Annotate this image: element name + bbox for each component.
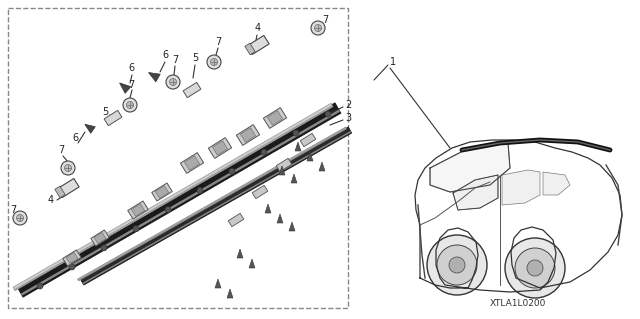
Polygon shape [183,82,201,98]
Polygon shape [131,204,145,216]
Text: 7: 7 [322,15,328,25]
Polygon shape [295,142,301,151]
Circle shape [123,98,137,112]
Circle shape [101,245,107,251]
Circle shape [166,75,180,89]
Polygon shape [263,108,287,128]
Circle shape [314,25,321,32]
Polygon shape [148,72,160,82]
Circle shape [293,130,299,136]
Circle shape [427,235,487,295]
Circle shape [325,111,331,117]
Polygon shape [212,141,228,155]
Polygon shape [80,127,352,285]
Text: 1: 1 [390,57,396,67]
Polygon shape [215,279,221,288]
Text: 5: 5 [192,53,198,63]
Circle shape [197,188,203,193]
Circle shape [437,245,477,285]
Polygon shape [17,103,341,297]
Text: 7: 7 [128,80,134,90]
Text: 7: 7 [10,205,16,215]
Polygon shape [77,127,346,281]
Polygon shape [279,166,285,175]
Text: 4: 4 [255,23,261,33]
Circle shape [133,226,139,232]
Polygon shape [83,131,351,284]
Text: XTLA1L0200: XTLA1L0200 [490,299,546,308]
Circle shape [311,21,325,35]
Polygon shape [55,186,65,198]
Circle shape [449,257,465,273]
Polygon shape [120,83,131,93]
Circle shape [61,161,75,175]
Polygon shape [13,103,333,291]
Circle shape [527,260,543,276]
Polygon shape [430,143,510,192]
Circle shape [515,248,555,288]
Circle shape [13,211,27,225]
Polygon shape [209,137,232,159]
Polygon shape [85,124,95,133]
Polygon shape [307,152,313,161]
Polygon shape [184,156,200,170]
Text: 6: 6 [162,50,168,60]
Polygon shape [237,249,243,258]
Polygon shape [91,230,109,246]
Polygon shape [277,214,283,223]
Text: 5: 5 [102,107,108,117]
Text: 3: 3 [345,113,351,123]
Circle shape [37,283,43,289]
Text: 4: 4 [48,195,54,205]
Polygon shape [128,201,148,219]
Text: 6: 6 [128,63,134,73]
Polygon shape [543,172,570,195]
Polygon shape [268,111,283,125]
Polygon shape [252,185,268,199]
Circle shape [69,264,75,270]
Polygon shape [228,213,244,227]
Circle shape [261,149,267,155]
Polygon shape [289,222,295,231]
Polygon shape [300,133,316,147]
Text: 2: 2 [345,100,351,110]
Polygon shape [241,128,255,142]
Circle shape [229,168,235,174]
Polygon shape [57,178,79,197]
Circle shape [65,165,72,172]
Polygon shape [236,125,260,145]
Circle shape [17,214,24,221]
Polygon shape [14,106,333,290]
Polygon shape [78,128,346,281]
Text: 7: 7 [215,37,221,47]
Polygon shape [227,289,233,298]
Polygon shape [63,250,81,266]
Polygon shape [276,158,292,172]
Polygon shape [21,109,340,296]
Polygon shape [156,186,169,198]
Circle shape [127,101,134,108]
Polygon shape [94,233,106,244]
Polygon shape [319,162,325,171]
Polygon shape [66,252,78,263]
Text: 6: 6 [72,133,78,143]
Polygon shape [247,35,269,55]
Polygon shape [502,170,540,205]
Polygon shape [291,174,297,183]
Bar [8,8,348,308]
Polygon shape [265,204,271,213]
Circle shape [505,238,565,298]
Polygon shape [180,152,204,174]
Polygon shape [249,259,255,268]
Polygon shape [245,43,255,55]
Circle shape [170,78,177,85]
Polygon shape [453,175,498,210]
Circle shape [211,58,218,65]
Polygon shape [104,110,122,126]
Text: 7: 7 [172,55,179,65]
Circle shape [207,55,221,69]
Circle shape [165,207,171,212]
Text: 7: 7 [58,145,64,155]
Polygon shape [152,183,172,201]
